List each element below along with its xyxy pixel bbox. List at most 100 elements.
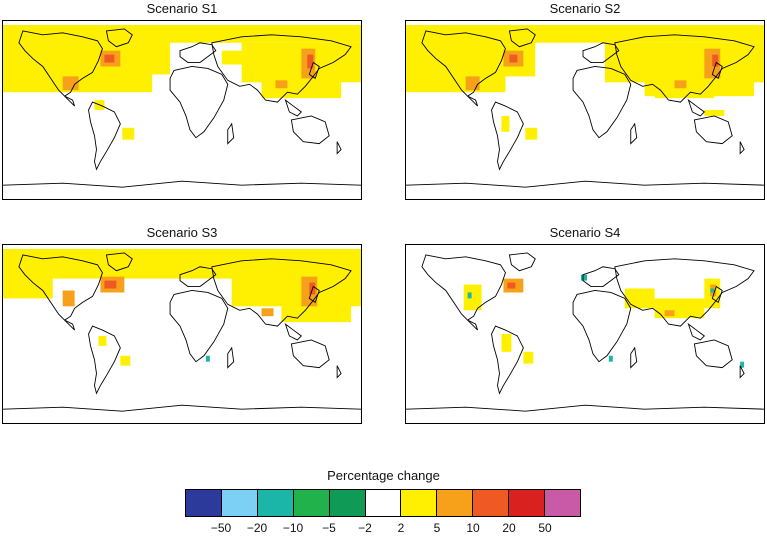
change-region-0 [463, 284, 482, 311]
change-region-12 [122, 127, 135, 140]
coastline-9 [227, 122, 235, 145]
coastline-3 [105, 28, 133, 48]
colorbar-tick-6: 5 [433, 521, 441, 535]
change-region-6 [104, 280, 117, 289]
colorbar-swatch-4 [329, 490, 366, 516]
coastline-11 [687, 98, 706, 117]
change-region-6 [465, 76, 480, 91]
colorbar-tick-9: 50 [538, 521, 552, 535]
change-region-7 [664, 310, 675, 317]
coastline-1 [64, 319, 76, 331]
coastline-4 [582, 42, 620, 63]
change-region-13 [710, 288, 715, 293]
coastline-8 [693, 115, 733, 145]
coastline-7 [711, 61, 723, 80]
coastline-11 [284, 98, 303, 117]
panel-title-s2: Scenario S2 [549, 1, 621, 16]
colorbar-title: Percentage change [327, 468, 440, 483]
coastline-4 [179, 266, 217, 287]
coastline-12 [336, 141, 342, 155]
coastline-9 [630, 122, 638, 145]
coastline-2 [88, 101, 121, 171]
coastline-6 [614, 258, 755, 327]
coastline-11 [687, 322, 706, 341]
coastline-8 [290, 339, 330, 369]
world-map-s3 [3, 248, 361, 412]
map-panel-s2 [405, 20, 765, 200]
change-region-8 [509, 54, 518, 63]
change-region-2 [507, 282, 516, 289]
coastline-12 [739, 141, 745, 155]
change-region-4 [62, 290, 75, 307]
coastline-9 [630, 346, 638, 369]
change-region-10 [712, 54, 719, 67]
colorbar-swatch-1 [221, 490, 258, 516]
coastline-4 [179, 42, 217, 63]
colorbar-swatch-10 [545, 490, 580, 516]
world-map-s2 [406, 24, 764, 188]
coastline-11 [284, 322, 303, 341]
coastline-0 [18, 254, 103, 321]
colorbar-swatch-3 [293, 490, 330, 516]
colorbar-swatch-6 [401, 490, 438, 516]
colorbar-swatch-8 [473, 490, 510, 516]
coastline-1 [467, 319, 479, 331]
change-region-12 [608, 355, 613, 362]
colorbar-tick-5: 2 [397, 521, 405, 535]
colorbar-swatch-0 [186, 490, 222, 516]
change-region-1 [3, 274, 53, 299]
change-region-9 [523, 351, 534, 364]
coastline-9 [227, 346, 235, 369]
coastline-4 [582, 266, 620, 287]
coastline-2 [88, 325, 121, 395]
change-region-12 [525, 127, 538, 140]
change-region-11 [120, 355, 131, 366]
change-region-10 [98, 335, 107, 346]
change-region-11 [467, 292, 472, 299]
change-region-9 [261, 308, 274, 317]
colorbar-swatch-2 [257, 490, 294, 516]
world-map-s1 [3, 24, 361, 188]
coastline-2 [491, 101, 524, 171]
coastline-1 [64, 95, 76, 107]
map-panel-s3 [2, 244, 362, 424]
change-region-13 [501, 115, 510, 132]
colorbar-tick-2: −10 [282, 521, 304, 535]
panel-title-s4: Scenario S4 [549, 225, 621, 240]
coastline-1 [467, 95, 479, 107]
world-map-s4 [406, 252, 764, 412]
panel-title-s3: Scenario S3 [146, 225, 218, 240]
coastline-5 [572, 290, 632, 363]
change-region-2 [406, 72, 506, 93]
colorbar-tick-7: 10 [466, 521, 480, 535]
change-region-14 [740, 361, 745, 368]
coastline-0 [18, 30, 103, 97]
colorbar-swatch-7 [437, 490, 474, 516]
coastline-3 [508, 28, 536, 48]
colorbar-tick-1: −20 [246, 521, 268, 535]
coastline-10 [406, 180, 764, 188]
coastline-3 [105, 252, 133, 272]
coastline-10 [406, 404, 764, 412]
coastline-0 [421, 254, 506, 321]
colorbar-swatch-5 [365, 490, 402, 516]
map-panel-s1 [2, 20, 362, 200]
coastline-10 [3, 180, 361, 188]
change-region-8 [104, 54, 115, 63]
colorbar-tick-0: −50 [210, 521, 232, 535]
change-region-8 [501, 334, 512, 352]
change-region-11 [674, 80, 687, 89]
panel-title-s1: Scenario S1 [146, 1, 218, 16]
change-region-4 [654, 298, 705, 319]
coastline-5 [169, 66, 229, 139]
change-region-3 [624, 288, 655, 309]
colorbar-ticks: −50 −20 −10 −5 −2 2 5 10 20 50 [0, 521, 767, 537]
colorbar-tick-4: −2 [358, 521, 372, 535]
colorbar-swatch-9 [509, 490, 546, 516]
change-region-14 [704, 110, 725, 116]
map-panel-s4 [405, 244, 765, 424]
change-region-11 [275, 80, 288, 89]
coastline-0 [421, 30, 506, 97]
coastline-7 [711, 285, 723, 304]
coastline-8 [693, 339, 733, 369]
